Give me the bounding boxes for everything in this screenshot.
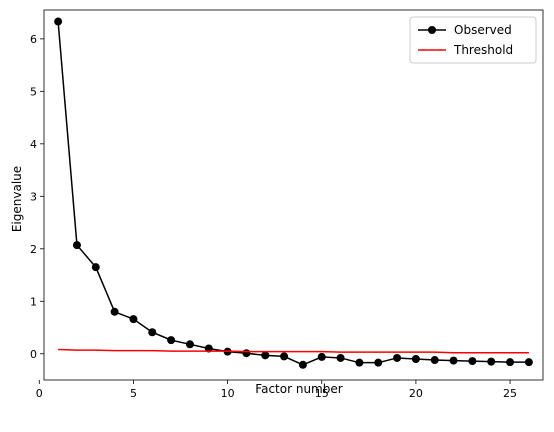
data-point [411, 355, 420, 364]
data-point [506, 358, 515, 367]
y-tick-label: 5 [30, 85, 37, 98]
data-point [355, 358, 364, 367]
data-point [110, 307, 119, 316]
data-point [487, 357, 496, 366]
series-line-threshold [58, 348, 529, 354]
axes: 0 5 10 15 20 25 0 1 2 3 4 5 6 [30, 9, 544, 400]
data-point [298, 360, 307, 369]
y-tick-label: 3 [30, 190, 37, 203]
plot-area [54, 17, 533, 369]
y-tick-label: 1 [30, 295, 37, 308]
plot-frame [43, 9, 544, 381]
data-point [524, 358, 533, 367]
data-point [393, 353, 402, 362]
data-point [374, 358, 383, 367]
x-tick-label: 5 [130, 387, 137, 400]
data-point [185, 340, 194, 349]
data-point [280, 352, 289, 361]
data-point [129, 315, 138, 324]
legend-label-observed: Observed [454, 23, 512, 37]
legend-label-threshold: Threshold [453, 43, 513, 57]
legend-box [409, 16, 537, 64]
data-point [91, 263, 100, 272]
data-point [242, 349, 251, 358]
data-point [317, 352, 326, 361]
legend-marker [428, 26, 436, 34]
x-tick-label: 10 [221, 387, 235, 400]
x-axis-label: Factor number [255, 382, 342, 396]
y-tick-label: 6 [30, 33, 37, 46]
x-tick-label: 20 [409, 387, 423, 400]
data-point [167, 336, 176, 345]
x-tick-label: 0 [36, 387, 43, 400]
data-point [261, 351, 270, 360]
data-point [468, 357, 477, 366]
x-tick-label: 15 [315, 387, 329, 400]
data-point [72, 241, 81, 250]
x-tick-label: 25 [503, 387, 517, 400]
data-point [430, 356, 439, 365]
y-tick-label: 0 [30, 348, 37, 361]
y-tick-label: 4 [30, 138, 37, 151]
y-axis-label: Eigenvalue [10, 166, 24, 232]
data-point [336, 353, 345, 362]
data-point [148, 328, 157, 337]
series-line-observed [57, 21, 529, 366]
legend: Observed Threshold [409, 16, 537, 64]
data-point [449, 356, 458, 365]
data-point [54, 17, 63, 26]
y-tick-label: 2 [30, 243, 37, 256]
